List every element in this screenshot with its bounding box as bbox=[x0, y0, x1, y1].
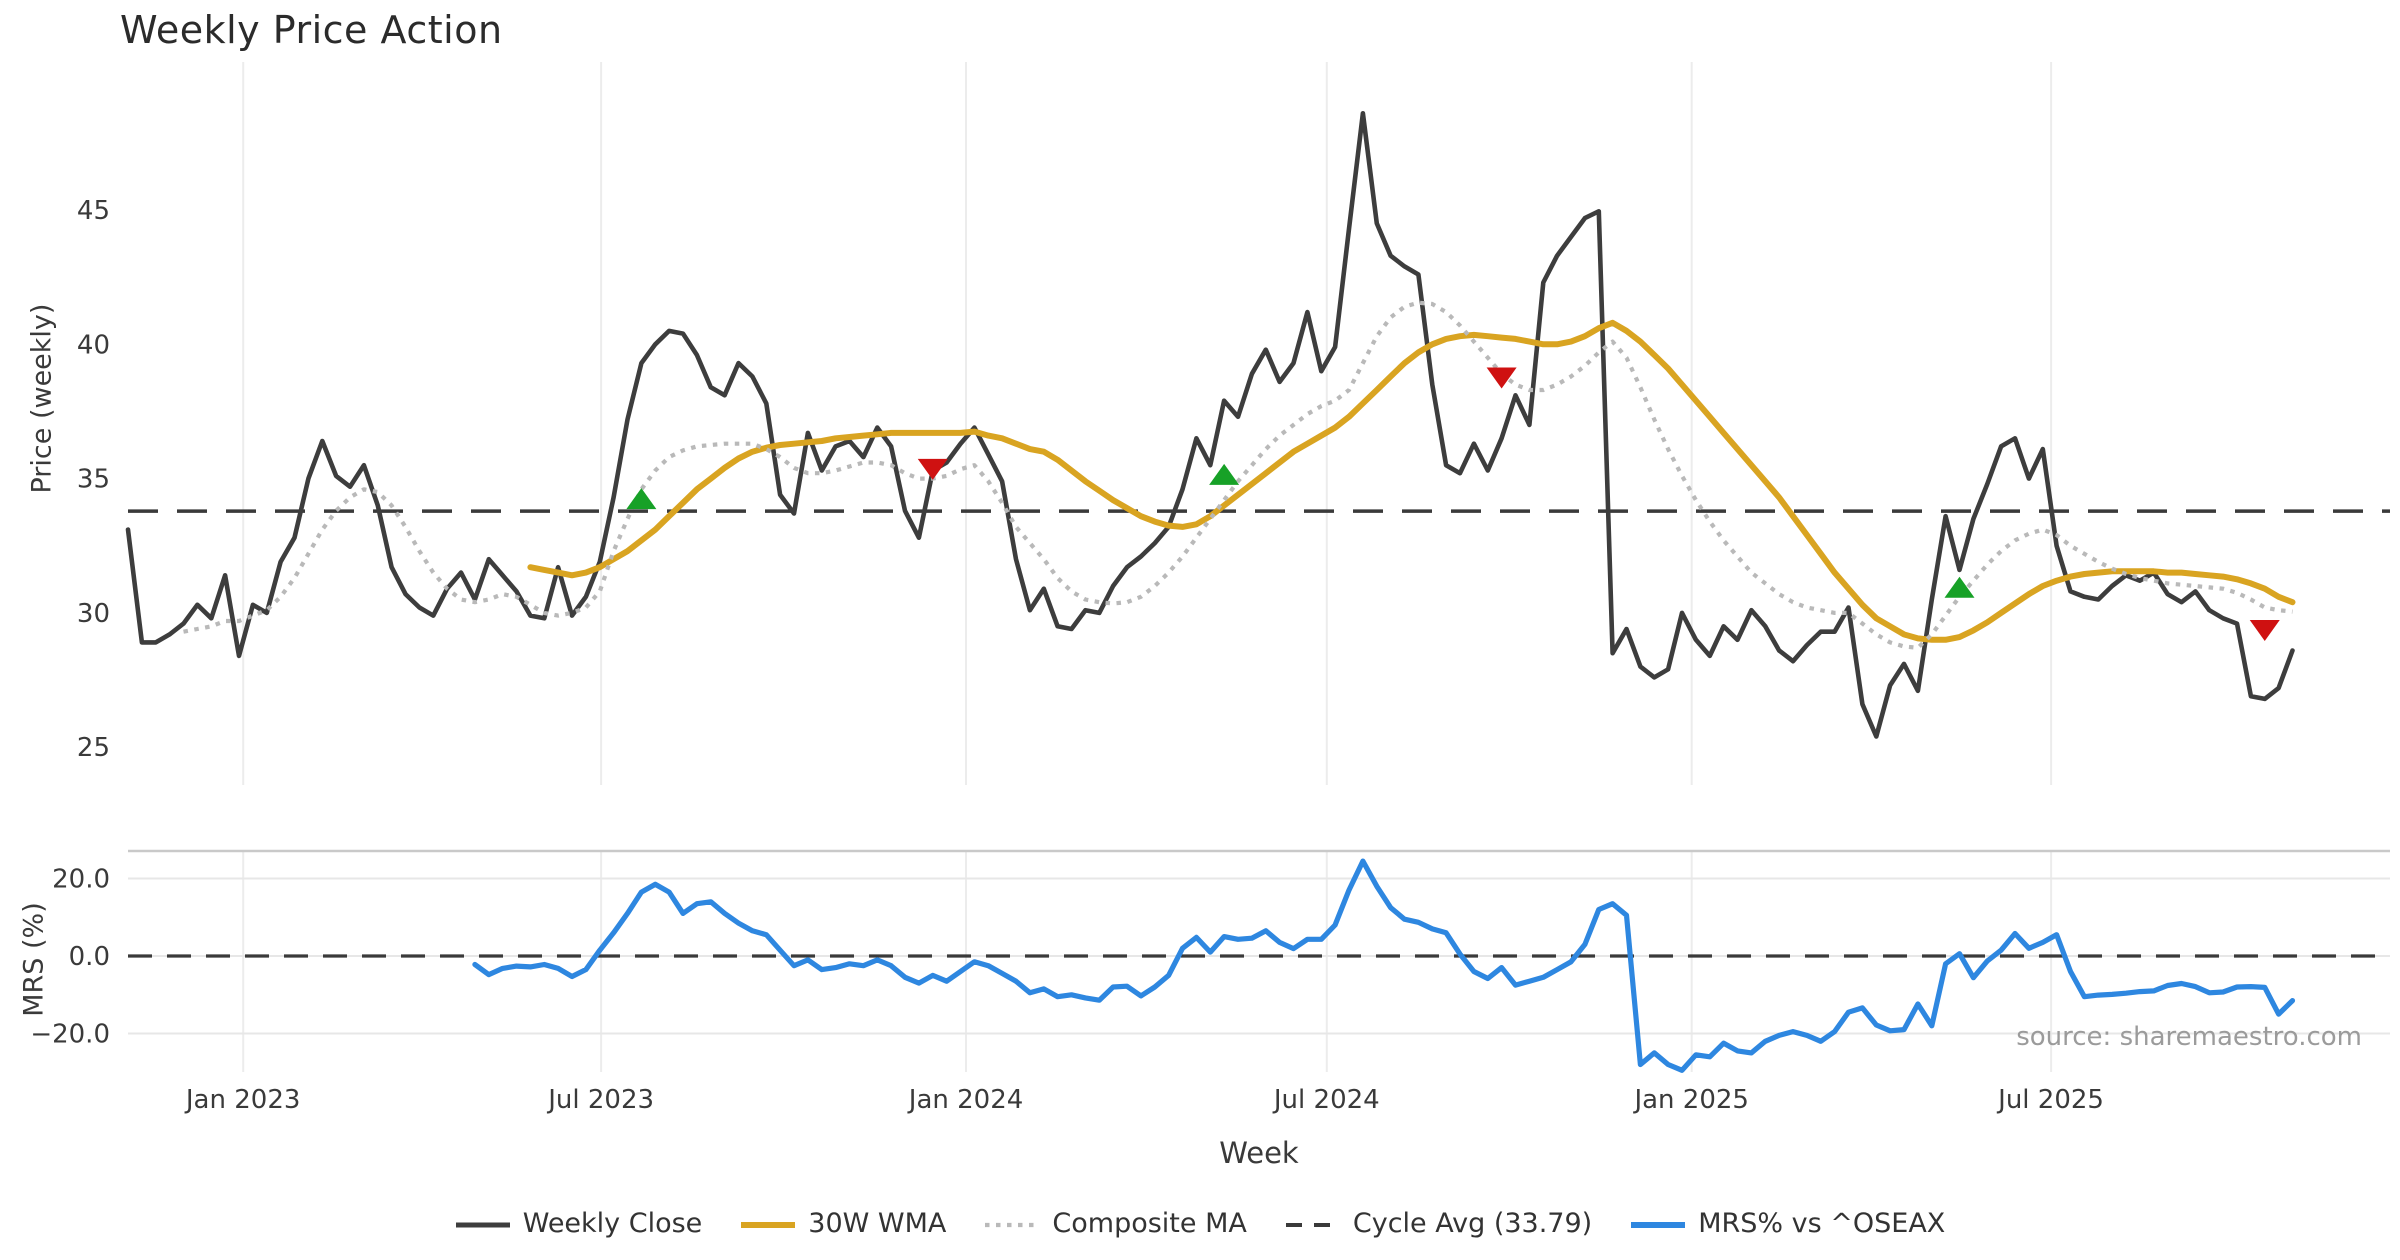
legend-label: 30W WMA bbox=[808, 1208, 947, 1239]
sell-signal-marker bbox=[917, 458, 948, 480]
mrs-y-tick-label: −20.0 bbox=[30, 1020, 110, 1050]
chart-legend: Weekly Close 30W WMA Composite MA Cycle … bbox=[0, 1208, 2400, 1239]
price-y-tick-label: 35 bbox=[77, 465, 110, 495]
page-title: Weekly Price Action bbox=[120, 8, 503, 52]
x-tick-label: Jan 2025 bbox=[1632, 1085, 1749, 1115]
price-axis-label: Price (weekly) bbox=[26, 303, 58, 494]
legend-label: Composite MA bbox=[1052, 1208, 1247, 1239]
composite-ma-line bbox=[183, 300, 2293, 650]
price-y-tick-label: 40 bbox=[77, 330, 110, 360]
legend-label: MRS% vs ^OSEAX bbox=[1698, 1208, 1946, 1239]
legend-item-wma: 30W WMA bbox=[740, 1208, 946, 1239]
legend-item-composite: Composite MA bbox=[984, 1208, 1247, 1239]
mrs-y-tick-label: 20.0 bbox=[52, 865, 110, 895]
price-y-tick-label: 25 bbox=[77, 733, 110, 763]
sell-signal-marker bbox=[2249, 620, 2280, 642]
buy-signal-marker bbox=[1209, 463, 1240, 485]
sell-signal-marker bbox=[1486, 367, 1517, 389]
legend-line-glyph bbox=[985, 1222, 1040, 1227]
x-tick-label: Jul 2023 bbox=[546, 1085, 654, 1115]
buy-signal-marker bbox=[626, 488, 657, 510]
legend-label: Cycle Avg (33.79) bbox=[1352, 1208, 1593, 1239]
mrs-line-sample bbox=[1630, 1217, 1686, 1231]
legend-line-glyph bbox=[1631, 1221, 1686, 1228]
legend-line-glyph bbox=[1285, 1222, 1340, 1227]
source-attribution: source: sharemaestro.com bbox=[2016, 1022, 2362, 1052]
legend-label: Weekly Close bbox=[522, 1208, 703, 1239]
price-y-tick-label: 30 bbox=[77, 599, 110, 629]
x-tick-label: Jan 2023 bbox=[184, 1085, 301, 1115]
wma-line-sample bbox=[740, 1217, 796, 1231]
x-tick-label: Jul 2025 bbox=[1996, 1085, 2104, 1115]
legend-line-glyph bbox=[741, 1221, 796, 1228]
legend-item-weekly-close: Weekly Close bbox=[455, 1208, 703, 1239]
x-tick-label: Jan 2024 bbox=[907, 1085, 1024, 1115]
mrs-axis-label: MRS (%) bbox=[18, 902, 50, 1017]
weekly-close-line bbox=[125, 111, 2295, 739]
cycle-avg-line-sample bbox=[1285, 1217, 1341, 1231]
mrs-line bbox=[472, 858, 2296, 1073]
x-axis-label: Week bbox=[1219, 1136, 1299, 1170]
mrs-y-tick-label: 0.0 bbox=[69, 942, 110, 972]
legend-line-glyph bbox=[455, 1222, 510, 1227]
buy-signal-marker bbox=[1944, 576, 1975, 598]
x-tick-label: Jul 2024 bbox=[1272, 1085, 1380, 1115]
legend-item-cycle-avg: Cycle Avg (33.79) bbox=[1285, 1208, 1592, 1239]
wma-line bbox=[527, 319, 2296, 643]
price-y-tick-label: 45 bbox=[77, 196, 110, 226]
weekly-close-line-sample bbox=[455, 1217, 511, 1231]
legend-item-mrs: MRS% vs ^OSEAX bbox=[1630, 1208, 1945, 1239]
composite-line-sample bbox=[984, 1217, 1040, 1231]
